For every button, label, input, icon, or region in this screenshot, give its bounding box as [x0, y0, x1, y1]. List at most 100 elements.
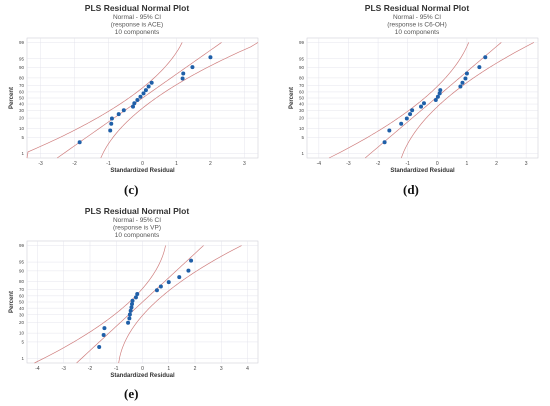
- data-point: [483, 55, 488, 60]
- x-tick-label: 1: [167, 366, 170, 372]
- y-tick-label: 30: [299, 108, 305, 113]
- data-point: [109, 121, 114, 126]
- x-tick-label: 3: [525, 161, 528, 167]
- data-point: [438, 88, 443, 93]
- data-point: [135, 291, 140, 296]
- fit-line: [76, 245, 204, 364]
- data-point: [127, 316, 132, 321]
- data-point: [97, 344, 102, 349]
- y-tick-label: 40: [299, 102, 305, 107]
- x-tick-label: 0: [141, 161, 144, 167]
- data-point: [180, 76, 185, 81]
- y-tick-label: 40: [19, 102, 25, 107]
- data-point: [421, 101, 426, 106]
- chart-subtitle-line: (response is C6-OH): [387, 22, 447, 29]
- chart-subtitle-line: 10 components: [395, 29, 440, 36]
- data-point: [460, 80, 465, 85]
- data-point: [77, 140, 82, 145]
- chart-title: PLS Residual Normal Plot: [85, 206, 190, 216]
- y-tick-label: 99: [19, 40, 25, 45]
- y-tick-label: 10: [19, 126, 25, 131]
- x-axis-label: Standardized Residual: [110, 373, 175, 379]
- ci-upper-line: [100, 42, 259, 159]
- data-point: [102, 326, 107, 331]
- data-point: [130, 302, 134, 307]
- data-point: [109, 116, 114, 121]
- y-tick-label: 30: [19, 108, 25, 113]
- x-tick-label: 1: [466, 161, 469, 167]
- data-point: [435, 94, 440, 99]
- x-tick-label: -1: [114, 366, 119, 372]
- y-tick-label: 90: [19, 268, 25, 273]
- y-tick-label: 1: [21, 356, 24, 361]
- y-tick-label: 20: [19, 116, 25, 121]
- data-point: [101, 333, 106, 338]
- y-tick-label: 99: [19, 243, 25, 248]
- x-tick-label: 2: [495, 161, 498, 167]
- x-tick-label: 2: [194, 366, 197, 372]
- data-point: [408, 112, 413, 117]
- panel-label-d: (d): [403, 182, 419, 197]
- y-axis-label: Percent: [289, 87, 295, 109]
- x-tick-label: 4: [246, 366, 249, 372]
- chart-subtitle-line: (response is VP): [113, 225, 161, 232]
- y-tick-label: 70: [299, 83, 305, 88]
- x-tick-label: -2: [72, 161, 77, 167]
- data-point: [141, 91, 146, 96]
- data-point: [433, 97, 438, 102]
- data-point: [126, 320, 131, 325]
- x-tick-label: 0: [141, 366, 144, 372]
- chart-subtitle-line: Normal - 95% CI: [393, 14, 441, 21]
- data-point: [158, 284, 163, 289]
- y-tick-label: 50: [19, 300, 25, 305]
- panel-label-c: (c): [124, 182, 139, 197]
- ci-lower-line: [328, 42, 470, 159]
- data-point: [149, 80, 154, 85]
- panel-d: PLS Residual Normal Plot Normal - 95% CI(…: [280, 0, 550, 200]
- data-point: [133, 295, 138, 300]
- y-tick-label: 80: [19, 75, 25, 80]
- data-point: [477, 65, 482, 70]
- data-point: [130, 298, 135, 303]
- x-tick-label: -3: [346, 161, 351, 167]
- data-point: [410, 108, 415, 113]
- chart-subtitle-line: Normal - 95% CI: [113, 14, 161, 21]
- y-tick-label: 80: [299, 75, 305, 80]
- data-point: [387, 128, 392, 133]
- data-point: [132, 101, 137, 106]
- chart-subtitle-line: 10 components: [115, 232, 160, 239]
- y-tick-label: 40: [19, 306, 25, 311]
- data-point: [143, 88, 148, 93]
- data-point: [186, 268, 191, 273]
- x-tick-label: -3: [62, 366, 67, 372]
- y-tick-label: 90: [299, 65, 305, 70]
- y-tick-label: 1: [301, 151, 304, 156]
- x-tick-label: -1: [405, 161, 410, 167]
- x-tick-label: 2: [209, 161, 212, 167]
- x-tick-label: -3: [38, 161, 43, 167]
- x-axis-label: Standardized Residual: [110, 168, 175, 174]
- data-point: [189, 258, 194, 263]
- panel-c: PLS Residual Normal Plot Normal - 95% CI(…: [0, 0, 270, 200]
- chart-subtitle-line: 10 components: [115, 29, 160, 36]
- x-tick-label: 0: [436, 161, 439, 167]
- chart-title: PLS Residual Normal Plot: [365, 3, 470, 13]
- ci-upper-line: [400, 42, 535, 159]
- chart-subtitle-line: (response is ACE): [111, 22, 163, 29]
- y-tick-label: 95: [19, 260, 25, 265]
- data-point: [121, 108, 126, 113]
- data-point: [135, 97, 140, 102]
- panel-label-e: (e): [124, 386, 139, 401]
- y-tick-label: 5: [21, 340, 24, 345]
- data-point: [404, 116, 409, 121]
- x-axis-label: Standardized Residual: [390, 168, 455, 174]
- x-tick-label: -4: [317, 161, 322, 167]
- y-tick-label: 70: [19, 287, 25, 292]
- y-tick-label: 10: [299, 126, 305, 131]
- y-tick-label: 95: [19, 56, 25, 61]
- x-tick-label: 3: [243, 161, 246, 167]
- y-tick-label: 5: [301, 135, 304, 140]
- data-point: [128, 308, 133, 313]
- y-tick-label: 30: [19, 312, 25, 317]
